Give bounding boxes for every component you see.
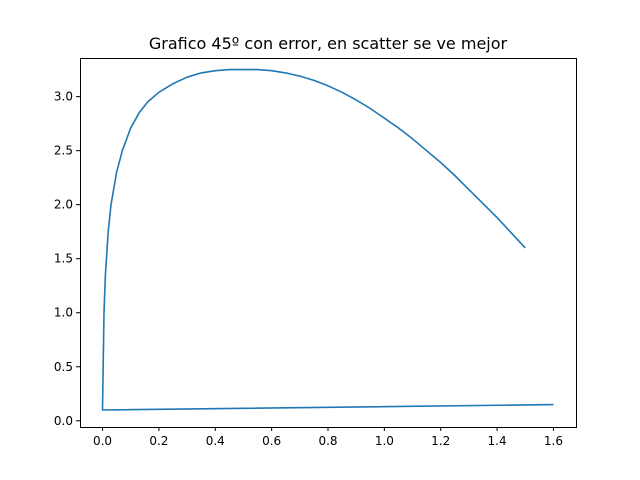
y-axis-ticks: 0.0 0.5 1.0 1.5 2.0 2.5 3.0 [54, 90, 80, 428]
x-axis-ticks: 0.0 0.2 0.4 0.6 0.8 1.0 1.2 1.4 1.6 [93, 427, 563, 448]
y-tick-label: 2.0 [54, 198, 73, 212]
y-tick-label: 1.5 [54, 252, 73, 266]
x-tick-label: 0.4 [206, 434, 225, 448]
y-tick-label: 3.0 [54, 90, 73, 104]
x-tick-label: 0.6 [262, 434, 281, 448]
x-tick-label: 0.2 [149, 434, 168, 448]
plot-area [101, 68, 554, 411]
chart-title: Grafico 45º con error, en scatter se ve … [149, 34, 508, 53]
x-tick-label: 1.0 [375, 434, 394, 448]
y-tick-label: 1.0 [54, 306, 73, 320]
y-tick-label: 2.5 [54, 144, 73, 158]
x-tick-label: 1.6 [544, 434, 563, 448]
x-tick-label: 0.0 [93, 434, 112, 448]
y-tick-label: 0.5 [54, 360, 73, 374]
series-line-1 [101, 68, 554, 411]
x-tick-label: 1.2 [431, 434, 450, 448]
x-tick-label: 0.8 [318, 434, 337, 448]
axes-frame [80, 58, 577, 428]
y-tick-label: 0.0 [54, 414, 73, 428]
x-tick-label: 1.4 [488, 434, 507, 448]
